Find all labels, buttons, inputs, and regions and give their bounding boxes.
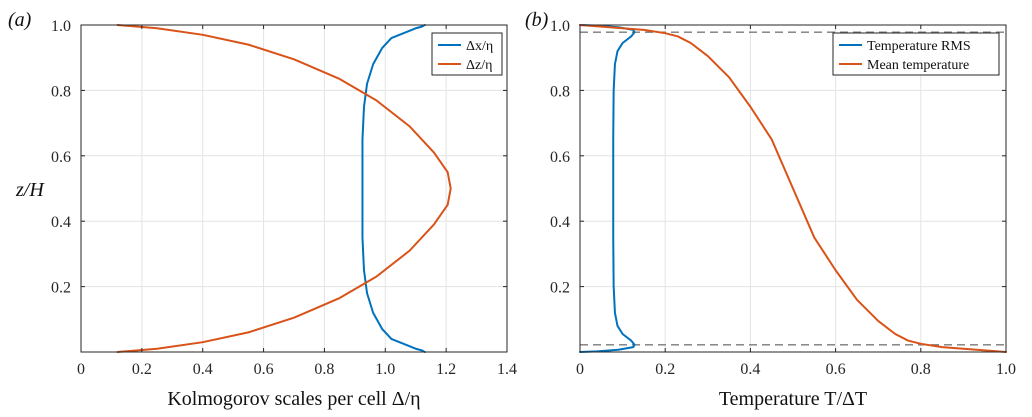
legend-box-a: [431, 32, 503, 76]
legend-a: Δx/η Δz/η: [431, 32, 503, 76]
legend-box-b: [832, 32, 1000, 76]
series-line-a-1: [361, 24, 426, 353]
x-tick-label: 0.2: [655, 361, 675, 378]
y-tick-label: 0.2: [550, 280, 570, 297]
y-tick-label: 1.0: [51, 18, 71, 35]
legend-label-dx: Δx/η: [466, 39, 493, 54]
y-tick-label: 1.0: [550, 18, 570, 35]
x-tick-label: 0.6: [254, 361, 274, 378]
panel-label-a: (a): [8, 9, 32, 31]
axes-frame-a: [80, 24, 508, 353]
x-tick-label: 1.4: [497, 361, 517, 378]
y-tick-label: 0.4: [550, 214, 570, 231]
x-tick-label: 0.8: [911, 361, 931, 378]
x-tick-label: 0.2: [132, 361, 152, 378]
x-tick-label: 1.0: [996, 361, 1016, 378]
series-line-b-2: [579, 24, 1007, 353]
y-tick-label: 0.6: [550, 149, 570, 166]
panel-label-b: (b): [525, 9, 549, 31]
x-axis-label-a: Kolmogorov scales per cell Δ/η: [167, 388, 420, 410]
y-tick-label: 0.8: [550, 83, 570, 100]
legend-label-mean: Mean temperature: [867, 58, 969, 73]
y-tick-label: 0.4: [51, 214, 71, 231]
y-tick-label: 0.8: [51, 83, 71, 100]
x-tick-label: 1.0: [375, 361, 395, 378]
legend-label-rms: Temperature RMS: [867, 39, 971, 54]
x-tick-label: 0.4: [740, 361, 760, 378]
x-tick-label: 0: [77, 361, 85, 378]
x-tick-label: 1.2: [436, 361, 456, 378]
axes-frame-b: [579, 24, 1007, 353]
y-axis-label-a: z/H: [15, 179, 45, 201]
legend-b: Temperature RMS Mean temperature: [832, 32, 1000, 76]
x-tick-label: 0.6: [826, 361, 846, 378]
x-axis-label-b: Temperature T/ΔT: [719, 388, 867, 410]
y-tick-label: 0.2: [51, 280, 71, 297]
series-line-b-1: [579, 24, 636, 353]
panel-b: 0 0.2 0.4 0.6 0.8 1.0 0.2 0.4 0.6 0.8 1.0 (b) Temp…: [525, 9, 1016, 410]
x-tick-label: 0.8: [314, 361, 334, 378]
legend-label-dz: Δz/η: [466, 58, 492, 73]
y-tick-label: 0.6: [51, 149, 71, 166]
x-tick-label: 0: [576, 361, 584, 378]
series-line-a-2: [116, 24, 452, 353]
panel-a: 0 0.2 0.4 0.6 0.8 1.0 1.2 1.4 0.2 0.4 0.6 0.8 1.0 (a…: [8, 9, 517, 410]
x-tick-label: 0.4: [193, 361, 213, 378]
